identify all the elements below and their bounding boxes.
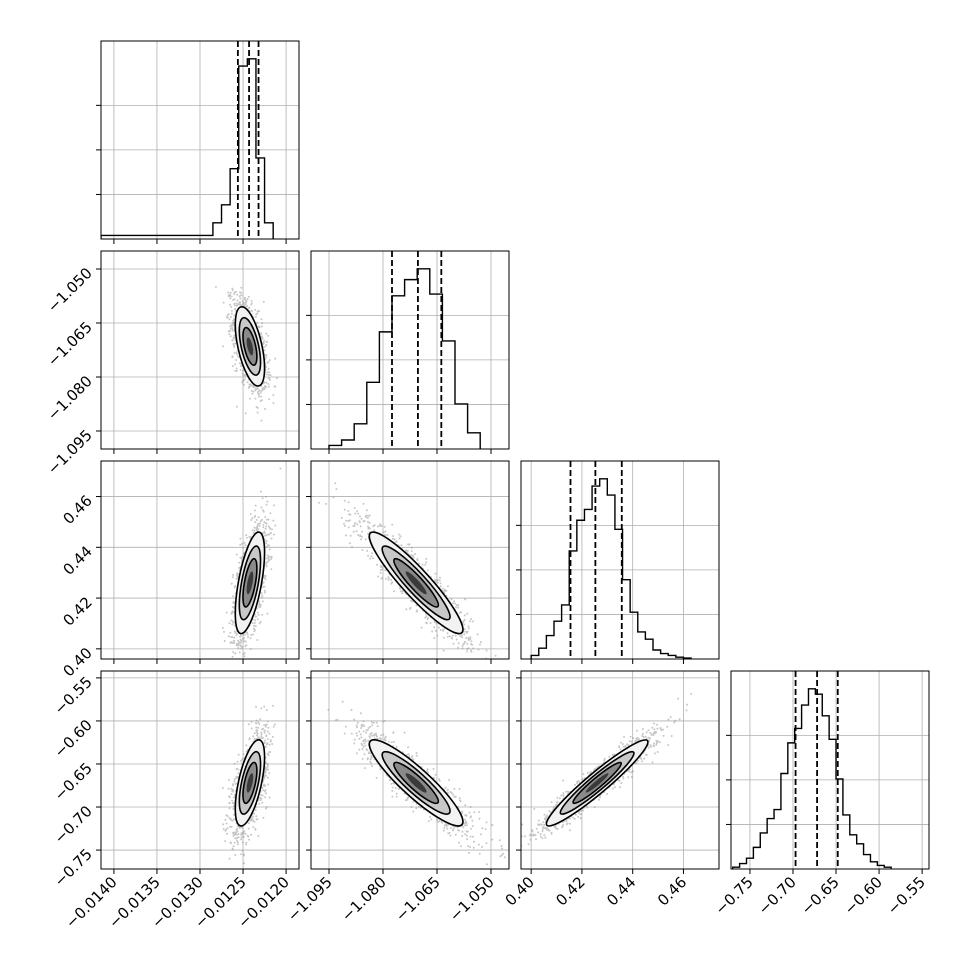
y-tick-label: −0.75 <box>51 845 96 890</box>
x-tick-label: −0.75 <box>712 873 757 918</box>
panel-content <box>214 285 278 422</box>
y-tick-label: −0.65 <box>51 759 96 804</box>
density-contour-3 <box>246 773 254 793</box>
x-tick-label: −1.065 <box>392 873 444 925</box>
x-tick-label: −1.095 <box>284 873 336 925</box>
x-tick-label: −1.050 <box>446 873 498 925</box>
x-tick-label: 0.46 <box>654 873 690 909</box>
x-tick-label: 0.40 <box>502 873 538 909</box>
panel-content <box>318 482 497 659</box>
density-contour-3 <box>585 773 609 793</box>
x-tick-label: 0.44 <box>603 873 639 909</box>
panel-2-0: 0.40 0.42 0.44 0.46 <box>59 460 300 680</box>
x-tick-label: −0.70 <box>755 873 800 918</box>
panel-frame <box>310 250 510 450</box>
panel-content <box>521 692 693 847</box>
panel-2-1 <box>306 460 510 664</box>
y-tick-label: −1.065 <box>44 318 96 370</box>
panel-content <box>327 700 506 866</box>
panel-frame <box>730 670 930 870</box>
panel-3-1: −1.095 −1.080 −1.065 −1.050 <box>284 670 510 925</box>
y-tick-label: −0.55 <box>51 673 96 718</box>
panel-2-2 <box>516 460 720 664</box>
y-tick-label: −1.050 <box>44 264 96 316</box>
x-tick-label: −1.080 <box>338 873 390 925</box>
panel-3-2: 0.40 0.42 0.44 0.46 <box>502 670 720 909</box>
y-tick-label: 0.46 <box>59 492 95 528</box>
panel-content <box>732 671 892 869</box>
x-tick-label: 0.42 <box>552 873 588 909</box>
panel-content <box>101 41 274 239</box>
y-tick-label: −1.080 <box>44 372 96 424</box>
density-contour-3 <box>246 337 254 356</box>
histogram-step-line <box>101 58 274 239</box>
density-contour-3 <box>405 571 427 595</box>
x-tick-label: −0.65 <box>798 873 843 918</box>
panel-content <box>328 251 481 449</box>
panel-frame <box>310 670 510 870</box>
x-tick-label: −0.60 <box>841 873 886 918</box>
density-contour-3 <box>405 773 427 793</box>
y-tick-label: −0.60 <box>51 716 96 761</box>
panel-3-0: −0.0140−0.0135−0.0130−0.0125−0.0120−0.75… <box>51 670 300 932</box>
histogram-step-line <box>328 268 481 449</box>
density-contour-3 <box>246 571 254 595</box>
histogram-step-line <box>530 478 692 659</box>
panel-content <box>530 461 692 659</box>
panel-1-0: −1.095−1.080−1.065−1.050 <box>44 250 300 478</box>
y-tick-label: 0.40 <box>59 644 95 680</box>
panel-frame <box>310 460 510 660</box>
panel-content <box>221 467 282 658</box>
panel-0-0 <box>96 40 300 244</box>
y-tick-label: 0.42 <box>59 593 95 629</box>
panel-content <box>221 704 276 865</box>
histogram-step-line <box>732 688 892 869</box>
y-tick-label: −0.70 <box>51 802 96 847</box>
y-tick-label: 0.44 <box>59 542 95 578</box>
panel-frame <box>520 670 720 870</box>
panel-1-1 <box>306 250 510 454</box>
panel-frame <box>520 460 720 660</box>
y-tick-label: −1.095 <box>44 426 96 478</box>
x-tick-label: −0.55 <box>884 873 929 918</box>
panel-3-3: −0.75−0.70−0.65−0.60−0.55 <box>712 670 930 918</box>
